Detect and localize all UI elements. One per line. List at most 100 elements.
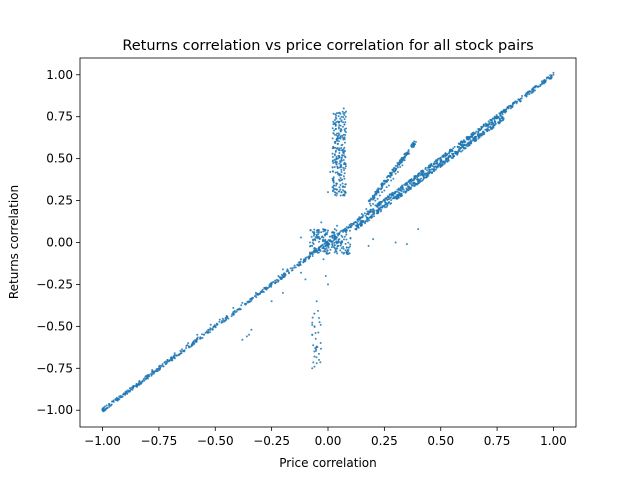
data-point [489,126,492,129]
data-point [431,165,434,168]
data-point [478,136,481,139]
data-point [313,355,316,358]
data-point [135,383,138,386]
data-point [127,389,130,392]
data-point [248,333,251,336]
data-point [369,208,372,211]
data-point [313,325,316,328]
data-point [368,216,371,219]
data-point [325,233,328,236]
data-point [109,404,112,407]
data-point [399,193,402,196]
x-tick-label: 0.75 [484,434,511,448]
data-point [332,186,335,189]
data-point [250,328,253,331]
data-point [293,266,296,269]
data-point [396,188,399,191]
data-point [313,365,316,368]
data-point [466,136,469,139]
data-point [491,122,494,125]
data-point [225,315,228,318]
data-point [347,248,350,251]
chart-title: Returns correlation vs price correlation… [122,38,533,54]
data-point [343,111,346,114]
data-point [360,224,363,227]
data-point [498,118,501,121]
data-point [339,249,342,252]
data-point [443,162,446,165]
data-point [369,210,372,213]
data-point [433,160,436,163]
data-point [387,196,390,199]
data-point [333,166,336,169]
data-point [322,239,325,242]
data-point [331,190,334,193]
data-point [447,156,450,159]
data-point [388,175,391,178]
data-point [285,270,288,273]
data-point [448,151,451,154]
data-point [404,152,407,155]
data-point [550,77,553,80]
x-tick-label: −1.00 [84,434,121,448]
data-point [528,90,531,93]
data-point [426,166,429,169]
data-point [333,133,336,136]
data-point [450,157,453,160]
data-point [442,154,445,157]
data-point [493,120,496,123]
data-point [345,226,348,229]
data-point [333,244,336,247]
data-point [455,152,458,155]
data-point [322,247,325,250]
data-point [477,137,480,140]
data-point [329,240,332,243]
data-point [432,162,435,165]
y-tick-label: −0.25 [36,277,73,291]
data-point [459,142,462,144]
data-point [439,161,442,164]
data-point [486,128,489,131]
data-point [241,338,244,341]
data-point [343,177,346,180]
data-point [236,308,239,311]
data-point [471,135,474,138]
data-point [343,136,346,139]
data-point [317,352,320,355]
data-point [116,399,119,402]
data-point [315,362,318,365]
data-point [502,117,505,120]
data-point [335,155,338,158]
data-point [324,240,327,243]
data-point [333,241,336,244]
data-point [339,184,342,187]
data-point [341,154,344,157]
data-point [207,331,210,334]
data-point [467,141,470,144]
data-point [509,107,512,110]
data-point [341,235,344,238]
data-point [331,236,334,239]
data-point [380,206,383,209]
data-point [338,149,341,152]
data-point [340,168,343,171]
data-point [289,267,292,270]
data-point [227,317,230,320]
data-point [155,367,158,370]
data-point [332,170,335,173]
data-point [317,237,320,240]
data-point [319,323,322,326]
data-point [349,236,352,239]
data-point [124,393,127,396]
data-point [482,132,485,135]
data-point [259,291,262,294]
data-point [220,320,223,323]
data-point [315,300,318,303]
data-point [239,307,241,310]
data-point [151,371,154,374]
data-point [126,389,129,392]
data-point [220,321,223,324]
data-point [334,140,337,143]
data-point [161,363,164,366]
